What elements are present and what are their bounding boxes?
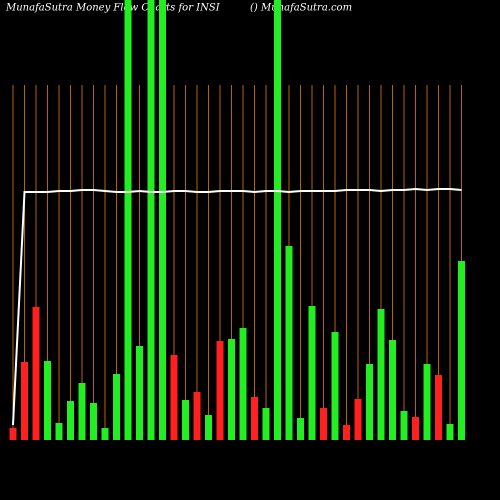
- bar: [90, 403, 97, 440]
- bar: [78, 383, 86, 440]
- bar: [366, 364, 373, 440]
- bar: [331, 332, 339, 440]
- bar: [193, 392, 201, 440]
- bar: [182, 400, 189, 440]
- bar: [412, 417, 419, 440]
- bar: [343, 425, 350, 440]
- bar: [435, 375, 442, 440]
- bar: [216, 341, 224, 440]
- bar: [285, 246, 293, 440]
- bar: [136, 346, 143, 440]
- bar: [113, 374, 120, 440]
- bar: [446, 424, 454, 440]
- bar: [205, 415, 212, 440]
- bar: [320, 408, 327, 440]
- chart-subtitle: () MunafaSutra.com: [250, 3, 352, 14]
- chart-title: MunafaSutra Money Flow Charts for INSI: [5, 3, 221, 14]
- bar: [21, 362, 28, 440]
- bar: [400, 411, 408, 440]
- bar: [67, 401, 74, 440]
- bar: [297, 418, 304, 440]
- bar: [228, 339, 235, 440]
- bar: [423, 364, 431, 440]
- bar: [251, 397, 258, 440]
- bar: [32, 307, 40, 440]
- bar: [377, 309, 385, 440]
- bar: [239, 328, 247, 440]
- bar: [389, 340, 396, 440]
- bar: [274, 0, 281, 440]
- bar: [170, 355, 178, 440]
- bar: [9, 428, 17, 440]
- bar: [101, 428, 109, 440]
- bar: [44, 361, 51, 440]
- bar: [159, 0, 166, 440]
- bar: [354, 399, 362, 440]
- bar: [147, 0, 155, 440]
- price-line: [12, 187, 462, 426]
- bar: [458, 261, 465, 440]
- bar: [308, 306, 316, 440]
- bar: [262, 408, 270, 440]
- bar: [55, 423, 63, 440]
- bar: [124, 0, 132, 440]
